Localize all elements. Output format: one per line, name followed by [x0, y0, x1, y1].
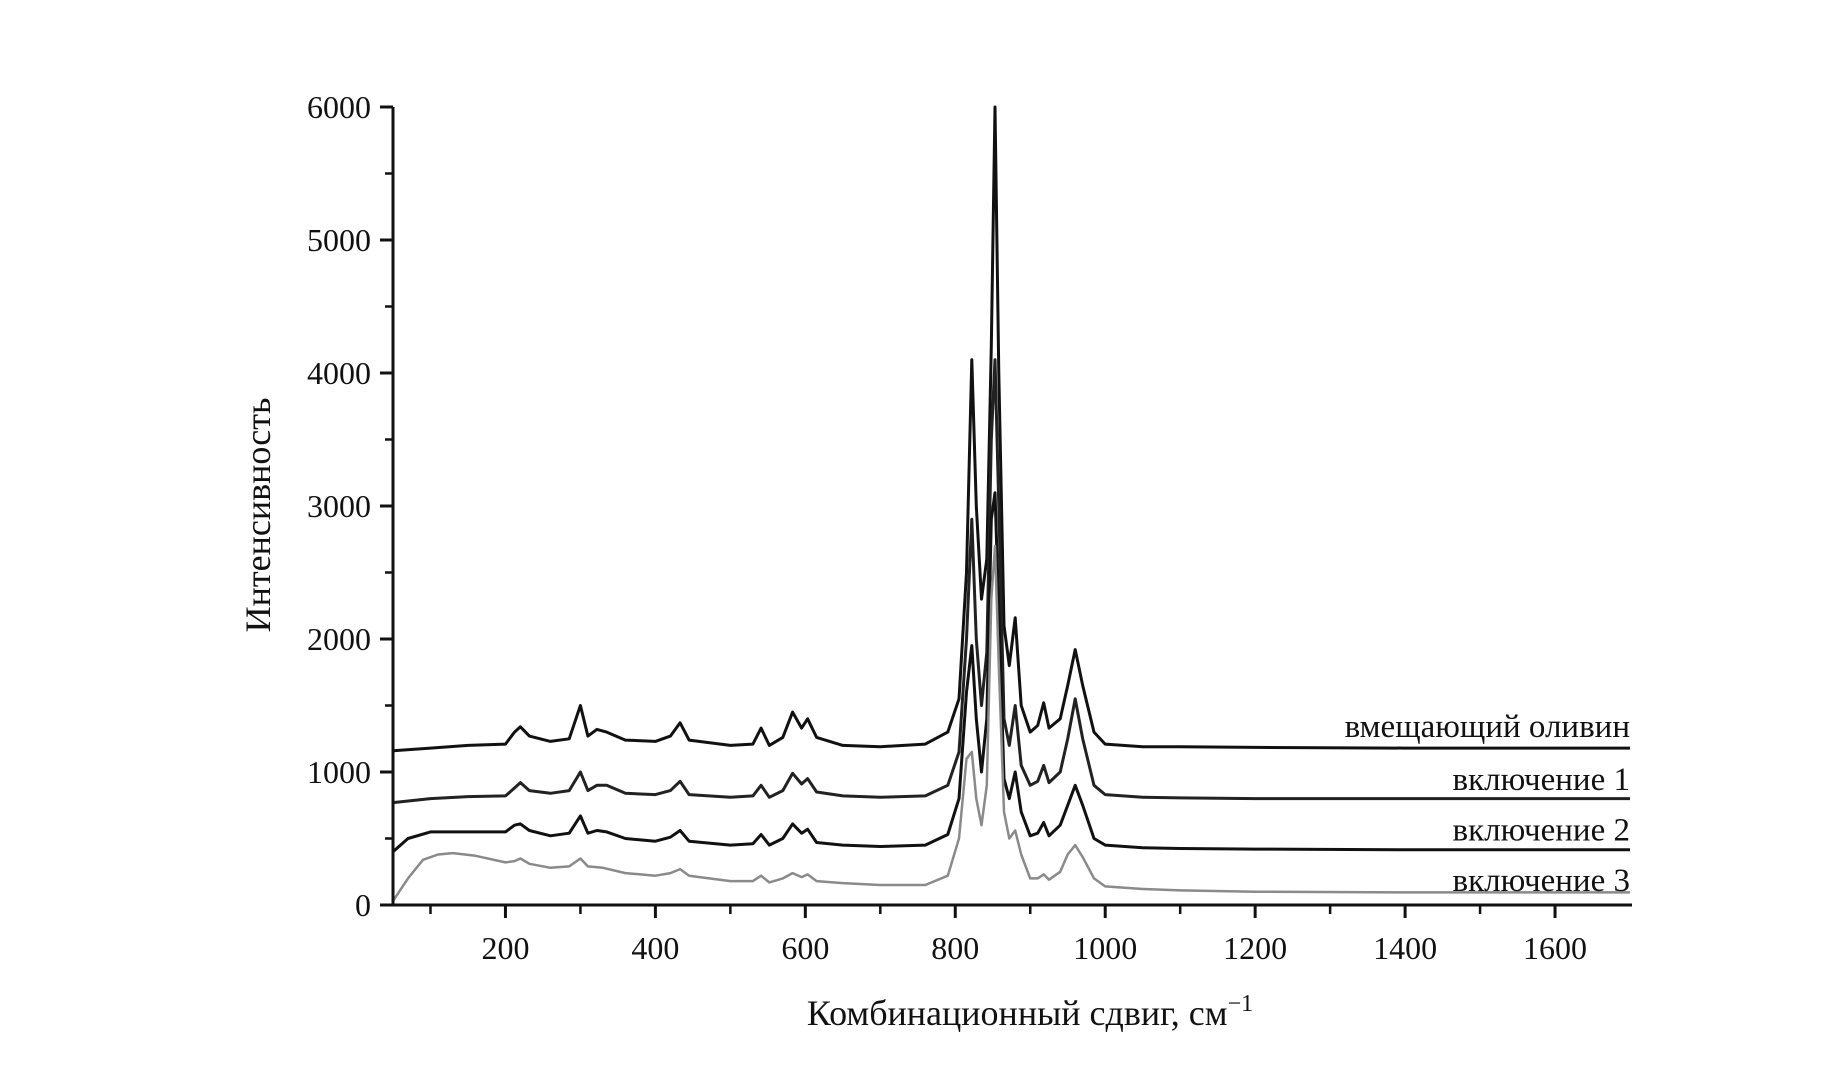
x-tick-label-600: 600: [781, 930, 829, 966]
series-label-1: вмещающий оливин: [1345, 709, 1630, 745]
y-tick-label-1000: 1000: [307, 754, 371, 790]
y-tick-label-0: 0: [355, 887, 371, 923]
series-layer: [391, 105, 1630, 902]
series-labels-layer: вмещающий оливин включение 1 включение 2 вк…: [1345, 709, 1630, 899]
series-line-1: [392, 105, 1630, 753]
y-tick-label-5000: 5000: [307, 222, 371, 258]
series-line-3: [392, 491, 1630, 853]
x-axis-title-text: Комбинационный сдвиг, см: [807, 993, 1228, 1033]
x-tick-label-200: 200: [481, 930, 529, 966]
x-tick-label-1400: 1400: [1373, 930, 1437, 966]
series-label-3: включение 2: [1453, 813, 1630, 849]
y-tick-label-6000: 6000: [307, 89, 371, 125]
y-tick-label-4000: 4000: [307, 355, 371, 391]
x-tick-label-800: 800: [931, 930, 979, 966]
x-axis-title: Комбинационный сдвиг, см−1: [807, 991, 1253, 1033]
y-tick-label-3000: 3000: [307, 488, 371, 524]
x-tick-label-1600: 1600: [1523, 930, 1587, 966]
x-axis-title-superscript: −1: [1228, 991, 1254, 1017]
x-tick-label-1000: 1000: [1073, 930, 1137, 966]
series-label-2: включение 1: [1453, 762, 1630, 798]
ticks-layer: 200 400 600 800 1000 1200 1400 1600 0 1000 2000 300…: [307, 89, 1587, 966]
y-tick-label-2000: 2000: [307, 621, 371, 657]
series-line-4: [391, 544, 1630, 902]
series-label-4: включение 3: [1453, 863, 1630, 899]
y-axis-title: Интенсивность: [238, 398, 278, 633]
x-tick-label-1200: 1200: [1223, 930, 1287, 966]
series-line-2: [392, 358, 1630, 805]
x-tick-label-400: 400: [631, 930, 679, 966]
